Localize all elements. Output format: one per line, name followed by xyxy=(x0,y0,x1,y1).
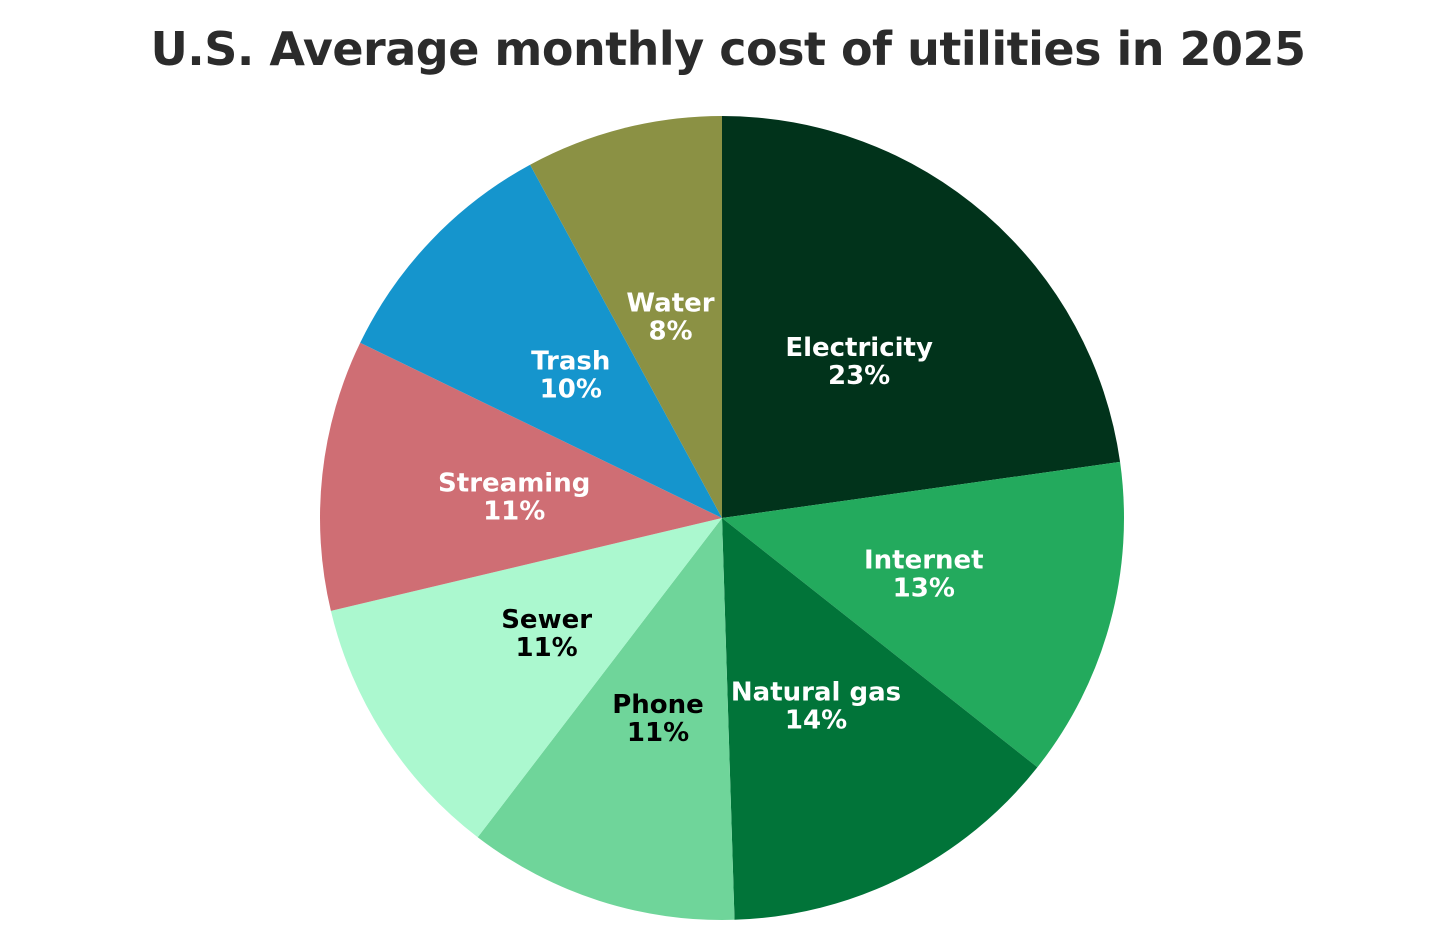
pie-slice-water xyxy=(530,116,722,518)
pie-slice-internet xyxy=(722,461,1124,768)
slice-label-name: Phone xyxy=(612,690,704,720)
slice-label-internet: Internet 13% xyxy=(864,546,984,604)
pie-slice-sewer xyxy=(330,518,722,838)
pie-slice-streaming xyxy=(320,342,722,611)
slice-label-percent: 8% xyxy=(648,316,692,346)
slice-label-trash: Trash 10% xyxy=(531,347,610,405)
pie-slice-trash xyxy=(360,164,722,518)
slice-label-percent: 13% xyxy=(893,574,955,604)
slice-label-streaming: Streaming 11% xyxy=(438,468,590,526)
pie-slice-phone xyxy=(477,518,735,920)
slice-label-electricity: Electricity 23% xyxy=(785,333,933,391)
slice-label-percent: 14% xyxy=(785,706,847,736)
slice-label-name: Sewer xyxy=(501,605,592,635)
pie-slice-natural-gas xyxy=(722,518,1038,920)
pie-labels: Electricity 23% Internet 13% Natural gas 14% P… xyxy=(438,288,984,748)
slice-label-natural-gas: Natural gas 14% xyxy=(731,678,901,736)
slice-label-name: Water xyxy=(626,288,714,318)
slice-label-name: Natural gas xyxy=(731,678,901,708)
slice-label-name: Trash xyxy=(531,347,610,377)
slice-label-water: Water 8% xyxy=(626,288,714,346)
chart-title: U.S. Average monthly cost of utilities i… xyxy=(150,22,1306,76)
slice-label-percent: 23% xyxy=(828,361,890,391)
slice-label-phone: Phone 11% xyxy=(612,690,704,748)
slice-label-name: Streaming xyxy=(438,468,590,498)
slice-label-sewer: Sewer 11% xyxy=(501,605,592,663)
slice-label-name: Internet xyxy=(864,546,984,576)
pie-slice-electricity xyxy=(722,116,1121,518)
pie-slices xyxy=(320,116,1124,920)
slice-label-percent: 11% xyxy=(483,496,545,526)
slice-label-percent: 11% xyxy=(516,633,578,663)
slice-label-percent: 10% xyxy=(540,375,602,405)
slice-label-percent: 11% xyxy=(627,718,689,748)
slice-label-name: Electricity xyxy=(785,333,933,363)
